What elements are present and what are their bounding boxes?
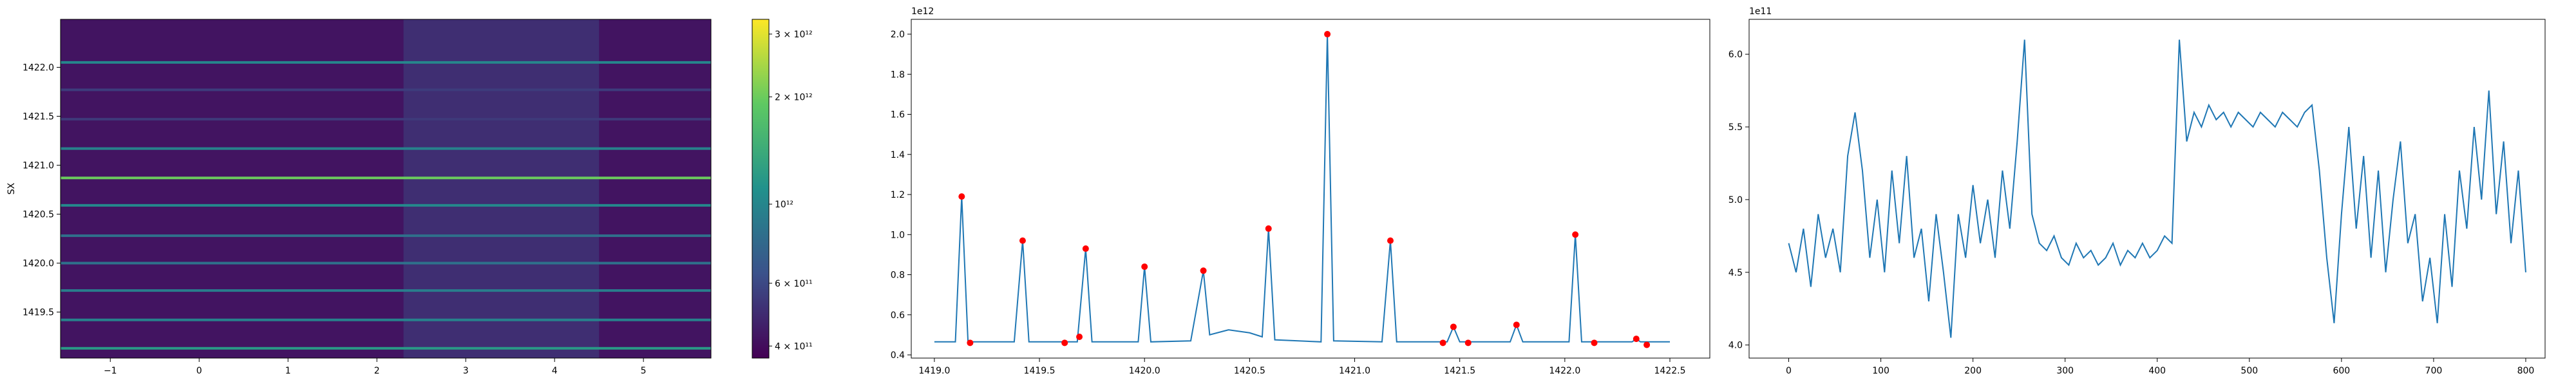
heatmap-background xyxy=(61,19,711,358)
offset-label: 1e12 xyxy=(911,6,934,17)
colorbar-tick-label: 4 × 10¹¹ xyxy=(775,341,813,352)
y-tick-label: 1.4 xyxy=(891,150,905,160)
x-tick-label: 700 xyxy=(2425,366,2443,376)
y-tick-label: 1420.5 xyxy=(23,210,54,220)
y-tick-label: 0.6 xyxy=(891,310,905,321)
peak-marker xyxy=(1464,339,1472,346)
peak-marker xyxy=(1082,245,1089,252)
heatmap-row xyxy=(61,289,711,292)
plot-frame xyxy=(1748,19,2546,359)
peak-marker xyxy=(1591,339,1598,346)
heatmap-row xyxy=(61,118,711,121)
x-tick-label: 1422.5 xyxy=(1654,366,1686,376)
y-tick-label: 1422.0 xyxy=(23,62,54,73)
offset-label: 1e11 xyxy=(1749,6,1772,17)
heatmap-row xyxy=(61,147,711,150)
y-tick-label: 1.8 xyxy=(891,70,905,80)
x-tick-label: 0 xyxy=(1786,366,1792,376)
peak-marker xyxy=(1513,321,1520,328)
peak-marker xyxy=(1019,237,1026,244)
y-tick-label: 1421.0 xyxy=(23,161,54,171)
y-tick-label: 5.5 xyxy=(1728,122,1743,133)
peak-marker xyxy=(1643,341,1651,348)
y-tick-label: 1420.0 xyxy=(23,259,54,269)
peak-marker xyxy=(1633,336,1640,343)
x-tick-label: 2 xyxy=(374,366,380,376)
plot-frame xyxy=(911,19,1710,359)
x-tick-label: 200 xyxy=(1964,366,1982,376)
x-tick-label: 1420.0 xyxy=(1129,366,1160,376)
heatmap-row xyxy=(61,176,711,180)
colorbar-tick-label: 2 × 10¹² xyxy=(775,92,813,102)
x-tick-label: 500 xyxy=(2240,366,2258,376)
x-tick-label: −1 xyxy=(104,366,117,376)
y-tick-label: 1.6 xyxy=(891,110,905,120)
x-tick-label: 1419.5 xyxy=(1024,366,1056,376)
peak-marker xyxy=(1450,323,1457,330)
y-tick-label: 4.0 xyxy=(1728,341,1743,351)
peak-marker xyxy=(958,193,965,200)
data-line xyxy=(1788,39,2526,338)
x-tick-label: 800 xyxy=(2517,366,2535,376)
x-tick-label: 1419.0 xyxy=(918,366,950,376)
peak-marker xyxy=(1141,263,1148,270)
colorbar-tick-label: 10¹² xyxy=(775,200,793,210)
x-tick-label: 400 xyxy=(2148,366,2166,376)
y-tick-label: 1421.5 xyxy=(23,112,54,122)
colorbar-tick-label: 6 × 10¹¹ xyxy=(775,279,813,289)
y-tick-label: 6.0 xyxy=(1728,50,1743,60)
peak-marker xyxy=(1200,267,1207,274)
x-tick-label: 300 xyxy=(2056,366,2074,376)
colorbar-tick-label: 3 × 10¹² xyxy=(775,30,813,40)
x-tick-label: 1421.0 xyxy=(1339,366,1370,376)
y-tick-label: 1.0 xyxy=(891,230,905,240)
colorbar xyxy=(752,19,770,359)
x-tick-label: 100 xyxy=(1872,366,1889,376)
x-tick-label: 1421.5 xyxy=(1444,366,1475,376)
x-tick-label: 1422.0 xyxy=(1549,366,1580,376)
x-tick-label: 600 xyxy=(2333,366,2350,376)
heatmap-row xyxy=(61,346,711,350)
y-axis-label: SX xyxy=(6,182,17,194)
heatmap-row xyxy=(61,318,711,321)
plot-frame xyxy=(60,19,712,359)
peak-marker xyxy=(1439,339,1446,346)
y-tick-label: 0.4 xyxy=(891,350,905,361)
peak-marker xyxy=(967,339,974,346)
peak-marker xyxy=(1324,31,1331,38)
x-tick-label: 1 xyxy=(285,366,291,376)
y-tick-label: 1419.5 xyxy=(23,308,54,318)
heatmap-row xyxy=(61,61,711,64)
peak-marker xyxy=(1076,334,1083,341)
heatmap-row xyxy=(61,204,711,207)
x-tick-label: 1420.5 xyxy=(1234,366,1265,376)
y-tick-label: 0.8 xyxy=(891,270,905,281)
heatmap-row xyxy=(61,234,711,237)
y-tick-label: 2.0 xyxy=(891,30,905,40)
x-tick-label: 0 xyxy=(196,366,202,376)
y-tick-label: 5.0 xyxy=(1728,195,1743,205)
peak-marker xyxy=(1572,231,1579,238)
heatmap-band xyxy=(403,19,600,358)
peak-marker xyxy=(1061,339,1068,346)
x-tick-label: 4 xyxy=(552,366,558,376)
y-tick-label: 4.5 xyxy=(1728,268,1743,278)
heatmap-row xyxy=(61,261,711,265)
heatmap-row xyxy=(61,88,711,91)
data-line xyxy=(934,34,1670,343)
peak-marker xyxy=(1387,237,1394,244)
x-tick-label: 5 xyxy=(641,366,647,376)
y-tick-label: 1.2 xyxy=(891,190,905,200)
x-tick-label: 3 xyxy=(463,366,469,376)
peak-marker xyxy=(1265,225,1272,232)
